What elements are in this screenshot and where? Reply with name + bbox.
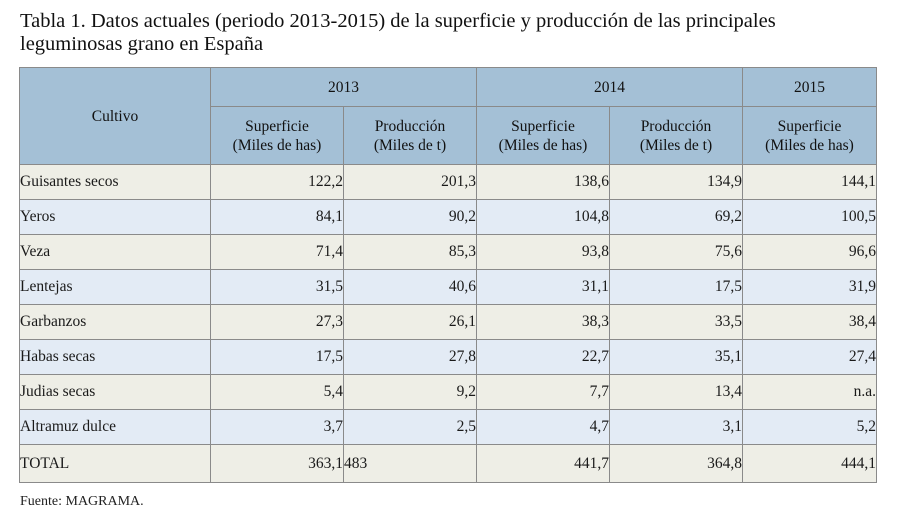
cell-value: 13,4 xyxy=(609,374,743,410)
header-sub-label: Superficie xyxy=(245,117,309,135)
cell-value: 93,8 xyxy=(476,234,610,270)
header-sub-unit: (Miles de has) xyxy=(498,136,588,154)
total-value: 483 xyxy=(343,444,477,483)
total-value: 363,1 xyxy=(210,444,344,483)
header-sub: Superficie (Miles de has) xyxy=(210,106,344,165)
cell-value: 31,1 xyxy=(476,269,610,305)
cell-value: 144,1 xyxy=(742,164,877,200)
cell-value: 17,5 xyxy=(210,339,344,375)
legumes-table: Cultivo 2013 2014 2015 Superficie (Miles … xyxy=(19,67,877,483)
row-name: Lentejas xyxy=(19,269,211,305)
cell-value: 40,6 xyxy=(343,269,477,305)
cell-value: 138,6 xyxy=(476,164,610,200)
header-sub-unit: (Miles de t) xyxy=(639,136,713,154)
header-sub-label: Producción xyxy=(374,117,446,135)
table-row: Garbanzos 27,3 26,1 38,3 33,5 38,4 xyxy=(19,304,877,340)
table-row: Veza 71,4 85,3 93,8 75,6 96,6 xyxy=(19,234,877,270)
cell-value: 100,5 xyxy=(742,199,877,235)
header-cultivo: Cultivo xyxy=(19,67,211,165)
cell-value: 38,3 xyxy=(476,304,610,340)
header-sub: Producción (Miles de t) xyxy=(343,106,477,165)
header-sub: Producción (Miles de t) xyxy=(609,106,743,165)
row-name: Garbanzos xyxy=(19,304,211,340)
total-value: 444,1 xyxy=(742,444,877,483)
cell-value: 26,1 xyxy=(343,304,477,340)
cell-value: 33,5 xyxy=(609,304,743,340)
table-title-line2: leguminosas grano en España xyxy=(20,33,264,55)
cell-value: 3,1 xyxy=(609,409,743,445)
cell-value: 17,5 xyxy=(609,269,743,305)
cell-value: 84,1 xyxy=(210,199,344,235)
table-row: Habas secas 17,5 27,8 22,7 35,1 27,4 xyxy=(19,339,877,375)
cell-value: 75,6 xyxy=(609,234,743,270)
cell-value: 27,3 xyxy=(210,304,344,340)
cell-value: 27,4 xyxy=(742,339,877,375)
header-sub: Superficie (Miles de has) xyxy=(742,106,877,165)
total-value: 441,7 xyxy=(476,444,610,483)
cell-value: 3,7 xyxy=(210,409,344,445)
table-row: Yeros 84,1 90,2 104,8 69,2 100,5 xyxy=(19,199,877,235)
source-note: Fuente: MAGRAMA. xyxy=(20,494,144,509)
row-name: Altramuz dulce xyxy=(19,409,211,445)
header-year-2013: 2013 xyxy=(210,67,477,107)
cell-value: n.a. xyxy=(742,374,877,410)
total-label: TOTAL xyxy=(19,444,211,483)
total-row: TOTAL 363,1 483 441,7 364,8 444,1 xyxy=(19,444,877,483)
header-year-2015: 2015 xyxy=(742,67,877,107)
row-name: Guisantes secos xyxy=(19,164,211,200)
header-sub-unit: (Miles de has) xyxy=(232,136,322,154)
cell-value: 5,4 xyxy=(210,374,344,410)
cell-value: 104,8 xyxy=(476,199,610,235)
cell-value: 71,4 xyxy=(210,234,344,270)
cell-value: 90,2 xyxy=(343,199,477,235)
header-sub: Superficie (Miles de has) xyxy=(476,106,610,165)
table-row: Altramuz dulce 3,7 2,5 4,7 3,1 5,2 xyxy=(19,409,877,445)
cell-value: 35,1 xyxy=(609,339,743,375)
header-sub-unit: (Miles de t) xyxy=(373,136,447,154)
header-sub-label: Superficie xyxy=(777,117,842,135)
cell-value: 31,9 xyxy=(742,269,877,305)
cell-value: 85,3 xyxy=(343,234,477,270)
table-row: Lentejas 31,5 40,6 31,1 17,5 31,9 xyxy=(19,269,877,305)
cell-value: 201,3 xyxy=(343,164,477,200)
cell-value: 69,2 xyxy=(609,199,743,235)
cell-value: 134,9 xyxy=(609,164,743,200)
table-title: Tabla 1. Datos actuales (periodo 2013-20… xyxy=(20,10,890,56)
header-sub-label: Superficie xyxy=(511,117,575,135)
row-name: Habas secas xyxy=(19,339,211,375)
row-name: Judias secas xyxy=(19,374,211,410)
header-sub-unit: (Miles de has) xyxy=(765,136,854,154)
cell-value: 31,5 xyxy=(210,269,344,305)
cell-value: 38,4 xyxy=(742,304,877,340)
cell-value: 27,8 xyxy=(343,339,477,375)
header-row-years: Cultivo 2013 2014 2015 xyxy=(19,67,877,165)
total-value: 364,8 xyxy=(609,444,743,483)
table-row: Judias secas 5,4 9,2 7,7 13,4 n.a. xyxy=(19,374,877,410)
cell-value: 9,2 xyxy=(343,374,477,410)
cell-value: 5,2 xyxy=(742,409,877,445)
table-title-line1: Tabla 1. Datos actuales (periodo 2013-20… xyxy=(20,10,776,32)
header-sub-label: Producción xyxy=(640,117,712,135)
row-name: Veza xyxy=(19,234,211,270)
header-row-measures: Superficie (Miles de has) Producción (Mile… xyxy=(20,106,877,165)
cell-value: 4,7 xyxy=(476,409,610,445)
cell-value: 96,6 xyxy=(742,234,877,270)
cell-value: 2,5 xyxy=(343,409,477,445)
table-row: Guisantes secos 122,2 201,3 138,6 134,9 … xyxy=(19,164,877,200)
cell-value: 7,7 xyxy=(476,374,610,410)
header-year-2014: 2014 xyxy=(476,67,743,107)
cell-value: 22,7 xyxy=(476,339,610,375)
cell-value: 122,2 xyxy=(210,164,344,200)
row-name: Yeros xyxy=(19,199,211,235)
